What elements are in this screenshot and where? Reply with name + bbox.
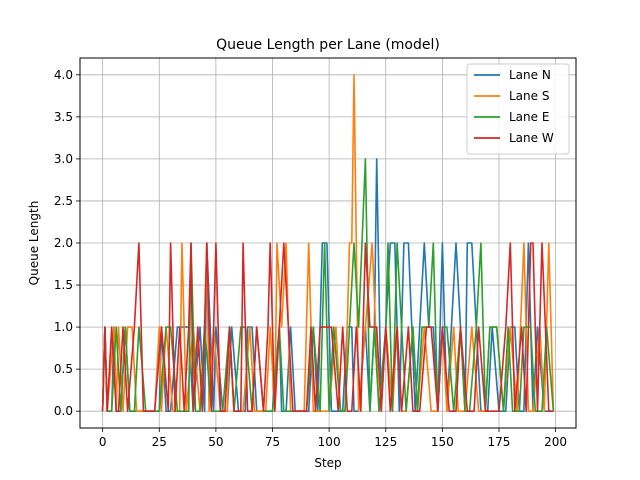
x-tick-label: 125: [374, 435, 397, 449]
chart-title: Queue Length per Lane (model): [216, 37, 440, 53]
x-tick-label: 0: [99, 435, 107, 449]
x-tick-label: 175: [488, 435, 511, 449]
x-tick-label: 100: [318, 435, 341, 449]
x-tick-label: 200: [544, 435, 567, 449]
axis-ticks: 0 25 50 75 100 125 150 175 200 0.0 0.5 1.0 1.5 2.0 2.5…: [54, 68, 567, 449]
x-axis-title: Step: [314, 456, 341, 470]
legend-label-lane-n: Lane N: [509, 68, 551, 82]
legend-box: [466, 63, 570, 155]
y-tick-label: 3.5: [54, 110, 73, 124]
y-tick-label: 2.0: [54, 236, 73, 250]
x-tick-label: 25: [152, 435, 167, 449]
y-tick-label: 0.5: [54, 362, 73, 376]
y-tick-label: 2.5: [54, 194, 73, 208]
series-lines: [101, 74, 555, 413]
y-tick-label: 4.0: [54, 68, 73, 82]
y-axis-title: Queue Length: [27, 201, 41, 286]
y-tick-label: 1.0: [54, 320, 73, 334]
legend: Lane N Lane S Lane E Lane W: [466, 63, 570, 155]
x-tick-label: 150: [431, 435, 454, 449]
y-tick-label: 1.5: [54, 278, 73, 292]
legend-label-lane-w: Lane W: [509, 131, 554, 145]
legend-label-lane-e: Lane E: [509, 110, 549, 124]
y-tick-label: 3.0: [54, 152, 73, 166]
y-tick-label: 0.0: [54, 404, 73, 418]
series-line-lane-w: [101, 242, 554, 413]
legend-label-lane-s: Lane S: [509, 89, 549, 103]
x-tick-label: 50: [208, 435, 223, 449]
x-tick-label: 75: [265, 435, 280, 449]
